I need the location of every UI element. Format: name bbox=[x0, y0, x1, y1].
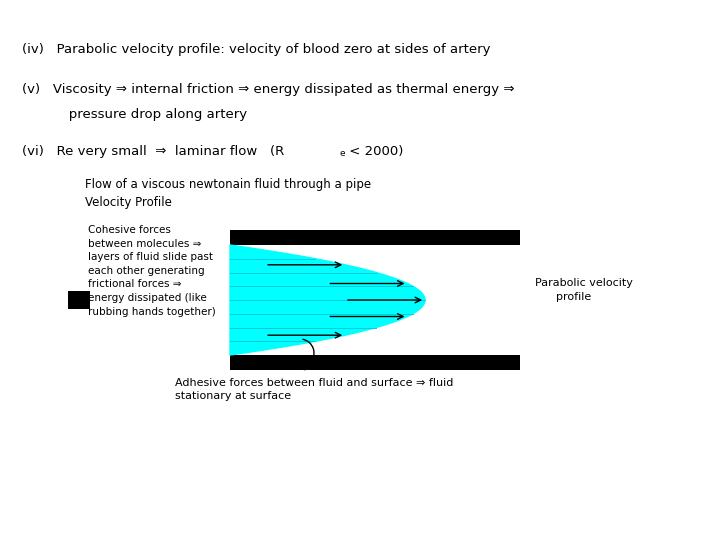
Text: Parabolic velocity
      profile: Parabolic velocity profile bbox=[535, 278, 633, 302]
Text: < 2000): < 2000) bbox=[345, 145, 403, 158]
Text: Flow of a viscous newtonain fluid through a pipe: Flow of a viscous newtonain fluid throug… bbox=[85, 178, 371, 191]
Text: Velocity Profile: Velocity Profile bbox=[85, 196, 172, 209]
Bar bbox=[68, 291, 90, 309]
Text: pressure drop along artery: pressure drop along artery bbox=[22, 108, 247, 121]
Text: (v)   Viscosity ⇒ internal friction ⇒ energy dissipated as thermal energy ⇒: (v) Viscosity ⇒ internal friction ⇒ ener… bbox=[22, 83, 515, 96]
Bar bbox=[230, 355, 520, 370]
Text: Adhesive forces between fluid and surface ⇒ fluid
stationary at surface: Adhesive forces between fluid and surfac… bbox=[175, 378, 454, 401]
Text: Cohesive forces
between molecules ⇒
layers of fluid slide past
each other genera: Cohesive forces between molecules ⇒ laye… bbox=[88, 225, 216, 316]
Polygon shape bbox=[230, 245, 425, 355]
Text: e: e bbox=[339, 149, 345, 158]
Bar bbox=[230, 230, 520, 245]
Text: (vi)   Re very small  ⇒  laminar flow   (R: (vi) Re very small ⇒ laminar flow (R bbox=[22, 145, 284, 158]
Text: (iv)   Parabolic velocity profile: velocity of blood zero at sides of artery: (iv) Parabolic velocity profile: velocit… bbox=[22, 43, 490, 56]
